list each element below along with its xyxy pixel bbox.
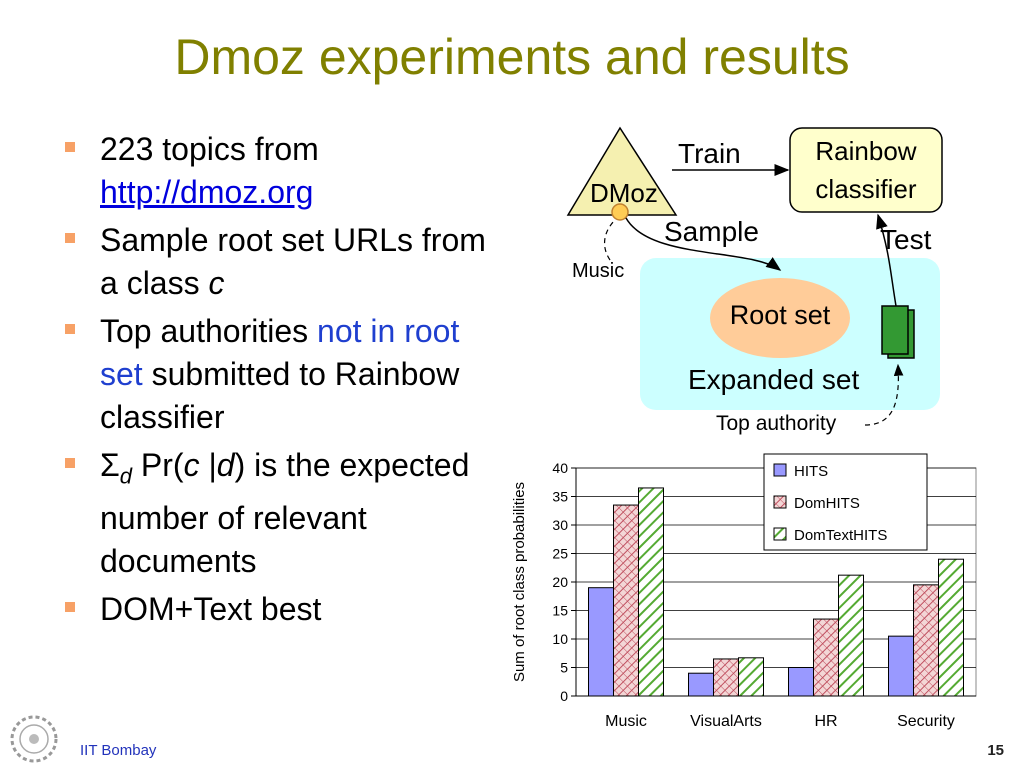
y-tick-label: 5	[560, 660, 568, 676]
y-tick-label: 35	[552, 489, 568, 505]
bullet-marker	[65, 324, 75, 334]
highlight-not-in-root-set: not in root set	[100, 313, 460, 392]
bar-hits-hr	[788, 667, 814, 697]
slide-title: Dmoz experiments and results	[174, 29, 850, 85]
rainbow-box	[789, 127, 943, 213]
y-tick-label: 15	[552, 603, 568, 619]
bullet-list: 223 topics from http://dmoz.org Sample r…	[60, 128, 510, 636]
test-arrow	[876, 213, 897, 307]
expanded-set-label: Expanded set	[688, 364, 860, 395]
test-label: Test	[880, 224, 932, 255]
iit-bombay-logo	[10, 715, 58, 763]
bullet-marker	[65, 458, 75, 468]
bar-hits-music	[588, 587, 614, 697]
bullet-topics: 223 topics from http://dmoz.org	[60, 128, 510, 214]
rainbow-label-1: Rainbow	[815, 136, 917, 166]
bar-domhits-hr	[813, 618, 839, 697]
x-tick-label: VisualArts	[690, 713, 762, 730]
x-tick-label: Security	[897, 713, 955, 730]
sample-label: Sample	[664, 216, 759, 247]
workflow-diagram: DMoz Train Rainbow classifier Sample Tes…	[560, 120, 960, 440]
dmoz-link[interactable]: http://dmoz.org	[100, 174, 314, 210]
rainbow-label-2: classifier	[815, 174, 917, 204]
chart-svg: 0 5 10 15 20 25 30 35 40 Music VisualArts HR Securit…	[511, 453, 977, 730]
y-axis-label: Sum of root class probabilities	[511, 482, 528, 682]
y-tick-label: 40	[552, 460, 568, 476]
bar-domhits-music	[613, 504, 639, 697]
page-number: 15	[987, 742, 1004, 759]
y-tick-label: 0	[560, 688, 568, 704]
legend-box	[763, 453, 928, 551]
footer-org: IIT Bombay	[80, 742, 157, 759]
legend-swatch-domtexthits	[773, 527, 787, 541]
x-tick-label: HR	[814, 713, 837, 730]
top-authority-label: Top authority	[716, 412, 837, 435]
legend-label-domhits: DomHITS	[794, 495, 860, 512]
music-label: Music	[572, 260, 625, 282]
y-tick-label: 20	[552, 574, 568, 590]
legend-label-domtexthits: DomTextHITS	[794, 527, 887, 544]
dmoz-label: DMoz	[590, 178, 658, 208]
bullet-authorities: Top authorities not in root set submitte…	[60, 310, 510, 439]
diagram-shapes	[566, 126, 943, 426]
legend-label-hits: HITS	[794, 463, 828, 480]
bar-domhits-visualarts	[713, 658, 739, 697]
bullet-sample: Sample root set URLs from a class c	[60, 219, 510, 305]
bar-hits-security	[888, 635, 914, 697]
root-set-label: Root set	[729, 300, 831, 330]
music-node	[611, 203, 629, 221]
bullet-marker	[65, 602, 75, 613]
train-label: Train	[678, 138, 741, 169]
y-tick-label: 30	[552, 517, 568, 533]
bullet-marker	[65, 142, 75, 152]
bar-domhits-security	[913, 584, 939, 697]
bar-domtexthits-hr	[838, 574, 864, 697]
root-set-oval	[710, 278, 850, 358]
bullet-marker	[65, 233, 75, 243]
bar-hits-visualarts	[688, 672, 714, 697]
sample-arrow	[625, 217, 782, 271]
bar-domtexthits-visualarts	[738, 657, 764, 697]
legend-swatch-domhits	[773, 495, 787, 509]
bar-chart: 0 5 10 15 20 25 30 35 40 Music VisualArts HR Securit…	[500, 448, 1000, 748]
bullet-best: DOM+Text best	[60, 588, 510, 631]
music-link	[603, 219, 616, 261]
bar-domtexthits-music	[638, 487, 664, 697]
bullet-sum: Σd Pr(c |d) is the expected number of re…	[60, 444, 510, 583]
y-tick-label: 25	[552, 546, 568, 562]
x-tick-label: Music	[605, 713, 647, 730]
bar-domtexthits-security	[938, 558, 964, 697]
y-tick-label: 10	[552, 631, 568, 647]
legend-swatch-hits	[773, 463, 787, 477]
